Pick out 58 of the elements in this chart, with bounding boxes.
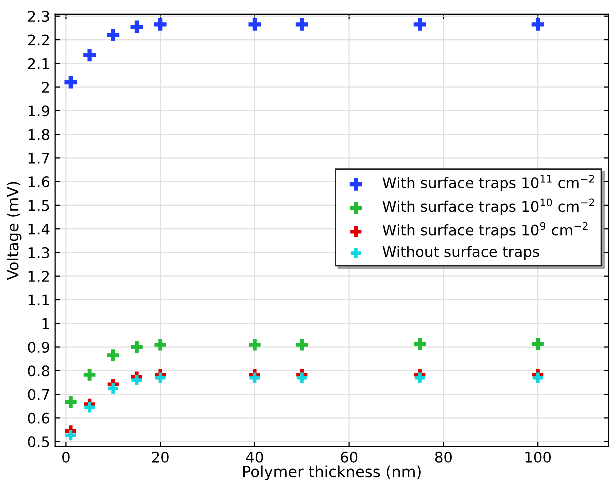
y-tick-label: 1.1 (28, 294, 50, 306)
point (532, 372, 544, 384)
y-tick-label: 0.5 (28, 436, 50, 448)
y-tick-label: 2 (42, 82, 50, 93)
x-tick-label: 100 (526, 452, 552, 463)
point (107, 29, 120, 42)
point (414, 18, 426, 31)
x-tick-label: 40 (246, 452, 264, 463)
y-tick-label: 1.5 (28, 200, 50, 212)
point (532, 18, 544, 31)
y-tick-label: 2.2 (28, 34, 50, 46)
point (249, 339, 261, 351)
point (64, 76, 78, 89)
y-tick-label: 1 (42, 318, 50, 330)
y-tick-label: 1.9 (28, 106, 50, 117)
point (532, 338, 544, 350)
x-tick-label: 80 (435, 452, 452, 463)
point (248, 18, 262, 31)
x-tick-label: 0 (62, 452, 70, 463)
x-tick-label: 20 (152, 452, 169, 463)
y-tick-label: 1.6 (28, 176, 50, 188)
legend-label: Without surface traps (382, 246, 540, 260)
legend-label: With surface traps 10$^{9}$ cm$^{−2}$ (382, 222, 588, 239)
point (66, 430, 76, 441)
y-tick-label: 1.2 (28, 271, 50, 282)
y-tick-label: 0.6 (28, 412, 50, 424)
point (84, 49, 96, 62)
point (107, 350, 120, 362)
point (131, 341, 143, 354)
point (296, 372, 308, 384)
point (84, 369, 96, 381)
legend-label: With surface traps 10$^{10}$ cm$^{−2}$ (382, 198, 594, 215)
point (108, 383, 119, 394)
point (154, 339, 166, 351)
y-axis-title: Voltage (mV) (6, 182, 22, 280)
y-tick-label: 1.8 (28, 129, 50, 140)
y-tick-label: 0.7 (28, 389, 50, 400)
x-tick-label: 60 (341, 452, 358, 463)
y-tick-label: 2.3 (28, 11, 50, 22)
point (130, 20, 144, 34)
point (154, 18, 167, 31)
point (84, 402, 95, 413)
y-tick-label: 0.9 (28, 342, 50, 354)
point (414, 338, 426, 350)
point (155, 372, 166, 384)
y-tick-label: 0.8 (28, 366, 50, 377)
point (65, 396, 77, 408)
point (296, 18, 308, 31)
y-tick-label: 1.4 (28, 224, 50, 235)
y-tick-label: 1.7 (28, 153, 50, 164)
point (414, 372, 426, 384)
y-tick-label: 1.3 (28, 247, 50, 258)
point (296, 339, 308, 351)
point (250, 372, 260, 384)
point (132, 375, 142, 386)
legend-label: With surface traps 10$^{11}$ cm$^{−2}$ (382, 175, 594, 192)
x-axis-title: Polymer thickness (nm) (243, 466, 421, 481)
y-tick-label: 2.1 (28, 58, 50, 70)
